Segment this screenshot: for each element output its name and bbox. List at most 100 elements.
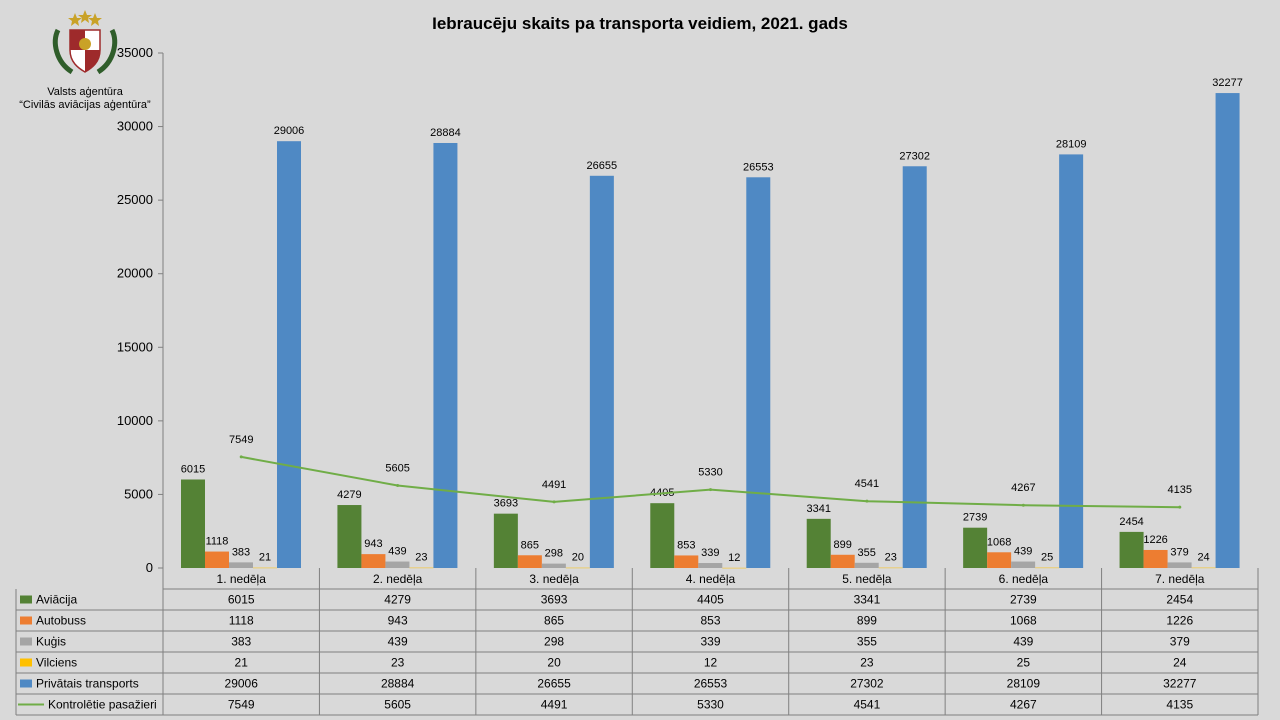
table-cell: 3693 bbox=[541, 593, 568, 607]
table-cell: 943 bbox=[388, 614, 408, 628]
data-label: 298 bbox=[545, 548, 563, 560]
stars-icon bbox=[68, 10, 102, 26]
table-cell: 379 bbox=[1170, 635, 1190, 649]
bar-1-0 bbox=[205, 551, 229, 568]
bar-4-5 bbox=[1059, 154, 1084, 568]
legend-swatch bbox=[20, 679, 32, 688]
data-label: 865 bbox=[521, 539, 539, 551]
data-label: 28109 bbox=[1056, 138, 1087, 150]
organization-line1: Valsts aģentūra bbox=[47, 86, 123, 98]
bar-3-5 bbox=[1035, 567, 1060, 569]
table-cell: 1068 bbox=[1010, 614, 1037, 628]
line-point bbox=[865, 499, 869, 503]
table-cell: 20 bbox=[547, 656, 561, 670]
table-cell: 2739 bbox=[1010, 593, 1037, 607]
data-label: 26655 bbox=[587, 160, 618, 172]
table-cell: 339 bbox=[700, 635, 720, 649]
line-point bbox=[1178, 505, 1182, 509]
line-data-label: 4541 bbox=[855, 478, 879, 490]
data-label: 25 bbox=[1041, 552, 1053, 564]
legend-label: Vilciens bbox=[36, 656, 77, 670]
sun-icon bbox=[79, 38, 91, 50]
bar-3-0 bbox=[253, 567, 277, 569]
bar-2-1 bbox=[385, 561, 410, 568]
legend-swatch bbox=[20, 595, 32, 604]
bar-2-6 bbox=[1167, 562, 1192, 568]
table-cell: 12 bbox=[704, 656, 718, 670]
table-cell: 32277 bbox=[1163, 677, 1197, 691]
data-label: 3341 bbox=[806, 503, 830, 515]
organization-line2: “Civilās aviācijas aģentūra” bbox=[19, 99, 151, 111]
table-cell: 1226 bbox=[1166, 614, 1193, 628]
line-data-label: 4135 bbox=[1168, 484, 1192, 496]
data-label: 383 bbox=[232, 546, 250, 558]
y-tick-label: 35000 bbox=[117, 45, 153, 60]
y-tick-label: 5000 bbox=[124, 486, 153, 501]
bar-0-0 bbox=[181, 479, 205, 568]
line-point bbox=[396, 484, 400, 488]
table-cell: 383 bbox=[231, 635, 251, 649]
data-label: 21 bbox=[259, 552, 271, 564]
category-label: 4. nedēļa bbox=[686, 572, 736, 586]
table-cell: 23 bbox=[860, 656, 874, 670]
bar-0-3 bbox=[650, 503, 675, 568]
table-cell: 29006 bbox=[225, 677, 259, 691]
bar-2-2 bbox=[541, 563, 566, 568]
line-data-label: 4491 bbox=[542, 479, 566, 491]
legend-label: Kontrolētie pasažieri bbox=[48, 698, 157, 712]
data-label: 12 bbox=[728, 552, 740, 564]
table-cell: 26655 bbox=[537, 677, 571, 691]
table-cell: 899 bbox=[857, 614, 877, 628]
table-cell: 24 bbox=[1173, 656, 1187, 670]
category-label: 3. nedēļa bbox=[529, 572, 579, 586]
y-tick-label: 20000 bbox=[117, 266, 153, 281]
bar-3-1 bbox=[409, 567, 434, 569]
table-cell: 6015 bbox=[228, 593, 255, 607]
chart-title: Iebraucēju skaits pa transporta veidiem,… bbox=[432, 14, 848, 33]
table-cell: 21 bbox=[235, 656, 249, 670]
table-cell: 865 bbox=[544, 614, 564, 628]
y-tick-label: 15000 bbox=[117, 339, 153, 354]
table-cell: 2454 bbox=[1166, 593, 1193, 607]
legend-swatch bbox=[20, 616, 32, 625]
shield-quarter-icon bbox=[85, 50, 100, 72]
bar-4-0 bbox=[277, 141, 301, 568]
bar-1-5 bbox=[987, 552, 1012, 568]
bar-2-3 bbox=[698, 563, 723, 568]
data-label: 23 bbox=[885, 552, 897, 564]
table-cell: 4279 bbox=[384, 593, 411, 607]
bar-3-4 bbox=[878, 567, 903, 569]
legend-label: Autobuss bbox=[36, 614, 86, 628]
data-label: 29006 bbox=[274, 125, 305, 137]
line-point bbox=[709, 488, 712, 492]
coat-of-arms-icon bbox=[52, 10, 118, 75]
data-label: 853 bbox=[677, 539, 695, 551]
table-cell: 5330 bbox=[697, 698, 724, 712]
legend-swatch bbox=[20, 658, 32, 667]
category-label: 2. nedēļa bbox=[373, 572, 423, 586]
data-label: 899 bbox=[834, 539, 852, 551]
oak-branches-icon bbox=[52, 28, 118, 75]
category-label: 1. nedēļa bbox=[217, 572, 267, 586]
data-label: 20 bbox=[572, 552, 584, 564]
bar-1-4 bbox=[830, 554, 855, 568]
table-cell: 5605 bbox=[384, 698, 411, 712]
data-label: 943 bbox=[364, 538, 382, 550]
bar-4-4 bbox=[902, 166, 927, 568]
line-data-label: 7549 bbox=[229, 434, 253, 446]
category-label: 5. nedēļa bbox=[842, 572, 892, 586]
data-label: 23 bbox=[415, 552, 427, 564]
bar-3-3 bbox=[722, 567, 747, 569]
data-label: 339 bbox=[701, 547, 719, 559]
bar-0-1 bbox=[337, 505, 362, 568]
table-cell: 28884 bbox=[381, 677, 415, 691]
data-label: 28884 bbox=[430, 127, 461, 139]
table-cell: 26553 bbox=[694, 677, 728, 691]
table-cell: 28109 bbox=[1007, 677, 1041, 691]
line-point bbox=[1021, 503, 1025, 507]
table-cell: 298 bbox=[544, 635, 564, 649]
line-data-label: 4267 bbox=[1011, 482, 1035, 494]
bar-2-4 bbox=[854, 562, 879, 568]
table-cell: 3341 bbox=[854, 593, 881, 607]
